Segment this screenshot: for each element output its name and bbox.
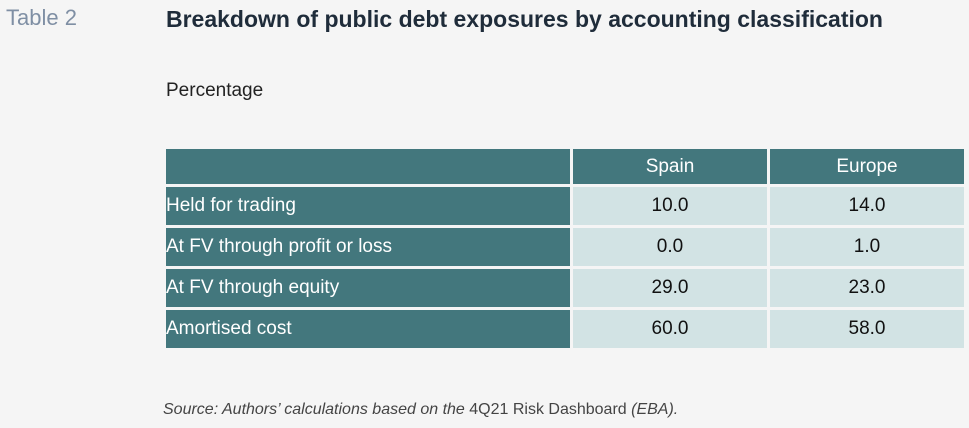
column-header-europe: Europe (770, 149, 964, 184)
source-prefix: Source: Authors’ calculations based on t… (163, 401, 470, 418)
table-row: At FV through equity 29.0 23.0 (166, 269, 964, 307)
table-row: Held for trading 10.0 14.0 (166, 187, 964, 225)
cell-europe: 23.0 (770, 269, 964, 307)
cell-spain: 0.0 (573, 228, 767, 266)
table-title: Breakdown of public debt exposures by ac… (166, 6, 883, 32)
row-label: Amortised cost (166, 310, 570, 348)
data-table: Spain Europe Held for trading 10.0 14.0 … (163, 146, 967, 351)
cell-europe: 1.0 (770, 228, 964, 266)
row-label: At FV through equity (166, 269, 570, 307)
table-row: Amortised cost 60.0 58.0 (166, 310, 964, 348)
cell-europe: 58.0 (770, 310, 964, 348)
cell-spain: 60.0 (573, 310, 767, 348)
source-suffix: (EBA). (626, 401, 679, 418)
header-corner-cell (166, 149, 570, 184)
row-label: Held for trading (166, 187, 570, 225)
source-note: Source: Authors’ calculations based on t… (163, 401, 678, 419)
column-header-spain: Spain (573, 149, 767, 184)
table-header-row: Spain Europe (166, 149, 964, 184)
cell-spain: 29.0 (573, 269, 767, 307)
table-number-label: Table 2 (6, 5, 77, 30)
table-subtitle: Percentage (166, 80, 264, 101)
source-report-name: 4Q21 Risk Dashboard (469, 401, 627, 418)
table-row: At FV through profit or loss 0.0 1.0 (166, 228, 964, 266)
row-label: At FV through profit or loss (166, 228, 570, 266)
cell-europe: 14.0 (770, 187, 964, 225)
cell-spain: 10.0 (573, 187, 767, 225)
